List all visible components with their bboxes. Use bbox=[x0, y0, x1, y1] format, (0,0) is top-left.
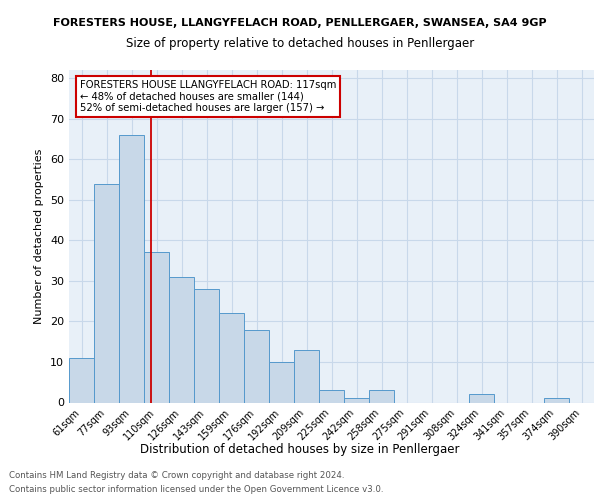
Bar bbox=[244, 330, 269, 402]
Bar bbox=[469, 394, 494, 402]
Bar bbox=[344, 398, 369, 402]
Text: Contains public sector information licensed under the Open Government Licence v3: Contains public sector information licen… bbox=[9, 485, 383, 494]
Bar bbox=[119, 135, 144, 402]
Bar bbox=[144, 252, 169, 402]
Text: FORESTERS HOUSE LLANGYFELACH ROAD: 117sqm
← 48% of detached houses are smaller (: FORESTERS HOUSE LLANGYFELACH ROAD: 117sq… bbox=[79, 80, 336, 113]
Bar bbox=[319, 390, 344, 402]
Text: FORESTERS HOUSE, LLANGYFELACH ROAD, PENLLERGAER, SWANSEA, SA4 9GP: FORESTERS HOUSE, LLANGYFELACH ROAD, PENL… bbox=[53, 18, 547, 28]
Bar bbox=[169, 277, 194, 402]
Text: Size of property relative to detached houses in Penllergaer: Size of property relative to detached ho… bbox=[126, 38, 474, 51]
Bar bbox=[69, 358, 94, 403]
Bar bbox=[269, 362, 294, 403]
Bar bbox=[194, 289, 219, 403]
Bar bbox=[294, 350, 319, 403]
Bar bbox=[94, 184, 119, 402]
Text: Contains HM Land Registry data © Crown copyright and database right 2024.: Contains HM Land Registry data © Crown c… bbox=[9, 471, 344, 480]
Bar bbox=[369, 390, 394, 402]
Y-axis label: Number of detached properties: Number of detached properties bbox=[34, 148, 44, 324]
Bar bbox=[219, 314, 244, 402]
Text: Distribution of detached houses by size in Penllergaer: Distribution of detached houses by size … bbox=[140, 442, 460, 456]
Bar bbox=[544, 398, 569, 402]
